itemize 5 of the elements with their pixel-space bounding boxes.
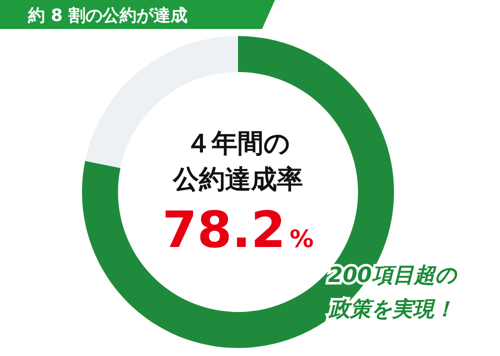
chart-title: 約 8 割の公約が達成 <box>27 6 188 26</box>
text: 公約達成率 <box>172 165 303 195</box>
data-label: 78.2% <box>162 201 314 259</box>
title: 約 8 割の公約が達成 <box>0 0 275 29</box>
text: ４年間の <box>186 129 290 159</box>
